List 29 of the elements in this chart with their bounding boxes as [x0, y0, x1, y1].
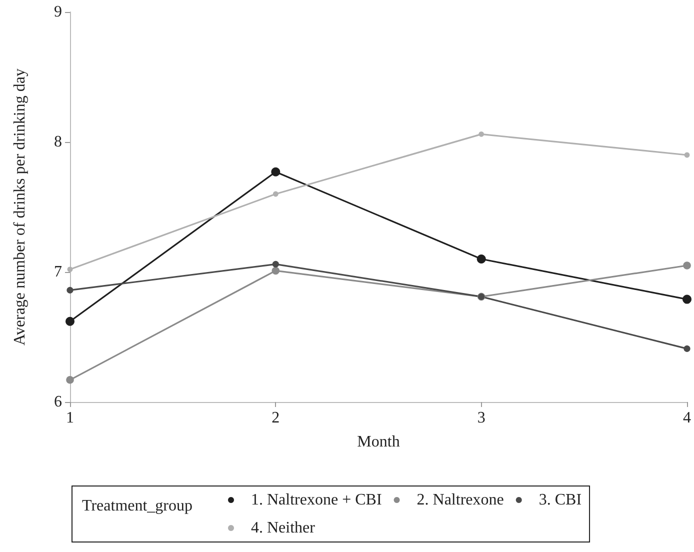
legend-label: 1. Naltrexone + CBI — [251, 492, 382, 508]
point — [682, 294, 692, 304]
point — [684, 345, 690, 352]
legend-label: 3. CBI — [538, 492, 582, 508]
y-tick-label: 6 — [54, 394, 62, 410]
x-tick-label: 4 — [683, 410, 691, 426]
point — [271, 167, 280, 176]
y-tick-label: 8 — [54, 134, 62, 150]
legend-label: 4. Neither — [251, 520, 316, 536]
x-tick-label: 2 — [272, 410, 280, 426]
y-axis-title: Average number of drinks per drinking day — [12, 68, 28, 346]
x-axis-title: Month — [357, 434, 400, 450]
point — [683, 262, 691, 270]
x-tick-label: 1 — [66, 410, 74, 426]
legend-title: Treatment_group — [82, 498, 193, 514]
point — [66, 316, 74, 326]
point — [67, 266, 73, 272]
legend-label: 2. Naltrexone — [416, 492, 504, 508]
point — [272, 260, 279, 268]
point — [66, 376, 74, 384]
point — [272, 191, 278, 197]
point — [272, 266, 280, 275]
y-tick-label: 9 — [54, 4, 62, 20]
point — [684, 152, 690, 158]
point — [66, 286, 74, 294]
x-tick-label: 3 — [477, 410, 486, 426]
point — [478, 132, 484, 137]
y-tick-label: 7 — [54, 264, 62, 280]
point — [476, 254, 486, 264]
